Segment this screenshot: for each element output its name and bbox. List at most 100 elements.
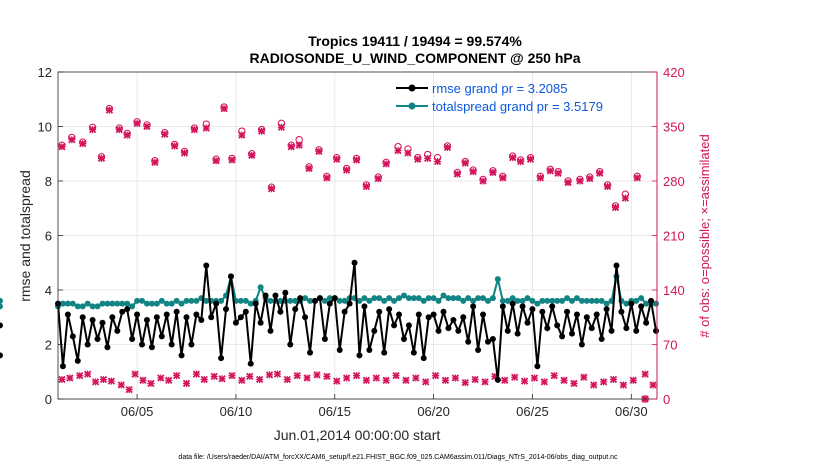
rmse-point bbox=[425, 314, 432, 321]
legend-rmse-marker bbox=[408, 84, 416, 92]
rmse-point bbox=[178, 352, 185, 359]
spread-point bbox=[593, 297, 600, 304]
rmse-point bbox=[129, 336, 136, 343]
x-axis-label: Jun.01,2014 00:00:00 start bbox=[274, 427, 441, 443]
spread-point bbox=[307, 297, 314, 304]
rmse-point bbox=[114, 327, 121, 334]
spread-point bbox=[519, 297, 526, 304]
assimilated-obs-marker bbox=[323, 372, 331, 381]
assimilated-obs-marker bbox=[443, 143, 452, 152]
rmse-point bbox=[371, 327, 378, 334]
assimilated-obs-marker bbox=[220, 104, 228, 113]
rmse-point bbox=[163, 311, 170, 318]
rmse-point bbox=[99, 319, 106, 326]
spread-point bbox=[163, 300, 170, 307]
spread-point bbox=[158, 297, 165, 304]
rmse-point bbox=[475, 346, 482, 353]
y-right-tick-label: 280 bbox=[663, 174, 685, 189]
rmse-point bbox=[445, 325, 452, 332]
rmse-point bbox=[232, 319, 239, 326]
chart-title-line2: RADIOSONDE_U_WIND_COMPONENT @ 250 hPa bbox=[249, 50, 580, 66]
rmse-point bbox=[455, 327, 462, 334]
spread-point bbox=[415, 295, 422, 302]
rmse-point bbox=[173, 308, 180, 315]
assimilated-obs-marker bbox=[352, 372, 361, 380]
spread-point bbox=[84, 300, 91, 307]
y-right-tick-label: 210 bbox=[663, 229, 685, 244]
rmse-point bbox=[539, 308, 546, 315]
spread-point bbox=[489, 295, 496, 302]
rmse-point bbox=[653, 327, 660, 334]
assimilated-obs-marker bbox=[123, 131, 131, 139]
rmse-point bbox=[223, 306, 230, 313]
spread-point bbox=[89, 303, 96, 310]
rmse-point bbox=[578, 341, 585, 348]
assimilated-obs-marker bbox=[313, 371, 321, 379]
spread-point bbox=[326, 295, 333, 302]
assimilated-obs-marker bbox=[238, 131, 246, 139]
spread-point bbox=[292, 297, 299, 304]
assimilated-obs-marker bbox=[151, 158, 159, 166]
rmse-point bbox=[84, 341, 91, 348]
assimilated-obs-marker bbox=[107, 377, 116, 385]
assimilated-obs-marker bbox=[621, 194, 630, 202]
assimilated-obs-marker bbox=[560, 376, 568, 384]
rmse-point bbox=[124, 306, 131, 313]
spread-point bbox=[455, 295, 462, 302]
y-tick-label: 12 bbox=[38, 65, 52, 80]
spread-point bbox=[218, 297, 225, 304]
rmse-point bbox=[534, 363, 541, 370]
rmse-point bbox=[643, 319, 650, 326]
rmse-point bbox=[148, 344, 155, 351]
rmse-line bbox=[57, 262, 657, 381]
rmse-point bbox=[262, 292, 269, 299]
rmse-point bbox=[94, 336, 101, 343]
assimilated-obs-marker bbox=[501, 376, 509, 384]
assimilated-obs-marker bbox=[603, 182, 612, 191]
rmse-point bbox=[188, 341, 195, 348]
assimilated-obs-marker bbox=[315, 147, 323, 156]
rmse-point bbox=[341, 308, 348, 315]
spread-point bbox=[129, 303, 136, 310]
assimilated-obs-marker bbox=[414, 155, 422, 163]
spread-point bbox=[119, 300, 126, 307]
rmse-point bbox=[297, 295, 304, 302]
rmse-point bbox=[559, 333, 566, 340]
spread-point bbox=[504, 297, 511, 304]
assimilated-obs-marker bbox=[342, 374, 351, 382]
assimilated-obs-marker bbox=[619, 381, 628, 389]
spread-point bbox=[623, 300, 630, 307]
rmse-point bbox=[391, 322, 398, 329]
y-tick-label: 6 bbox=[45, 229, 52, 244]
spread-point bbox=[188, 297, 195, 304]
assimilated-obs-marker bbox=[190, 125, 199, 134]
assimilated-obs-marker bbox=[295, 141, 303, 149]
spread-point bbox=[356, 297, 363, 304]
rmse-point bbox=[460, 314, 467, 321]
assimilated-obs-marker bbox=[91, 378, 100, 386]
assimilated-obs-marker bbox=[305, 164, 313, 173]
x-tick-label: 06/30 bbox=[615, 404, 648, 419]
spread-point bbox=[480, 295, 487, 302]
assimilated-obs-marker bbox=[139, 376, 147, 384]
assimilated-obs-marker bbox=[499, 174, 507, 182]
rmse-point bbox=[514, 330, 521, 337]
spread-point bbox=[435, 297, 442, 304]
assimilated-obs-marker bbox=[570, 379, 578, 388]
spread-point bbox=[336, 297, 343, 304]
spread-point bbox=[237, 297, 244, 304]
y-right-tick-label: 70 bbox=[663, 338, 677, 353]
assimilated-obs-marker bbox=[392, 372, 400, 380]
spread-point bbox=[148, 300, 155, 307]
rmse-point bbox=[633, 327, 640, 334]
assimilated-obs-marker bbox=[293, 372, 301, 380]
rmse-point bbox=[104, 344, 111, 351]
rmse-point bbox=[435, 327, 442, 334]
rmse-point bbox=[79, 314, 86, 321]
legend-spread-label: totalspread grand pr = 3.5179 bbox=[432, 99, 603, 114]
spread-point bbox=[583, 297, 590, 304]
assimilated-obs-marker bbox=[323, 174, 331, 182]
rmse-point bbox=[465, 338, 472, 345]
spread-point bbox=[494, 276, 501, 283]
spread-point bbox=[588, 297, 595, 304]
